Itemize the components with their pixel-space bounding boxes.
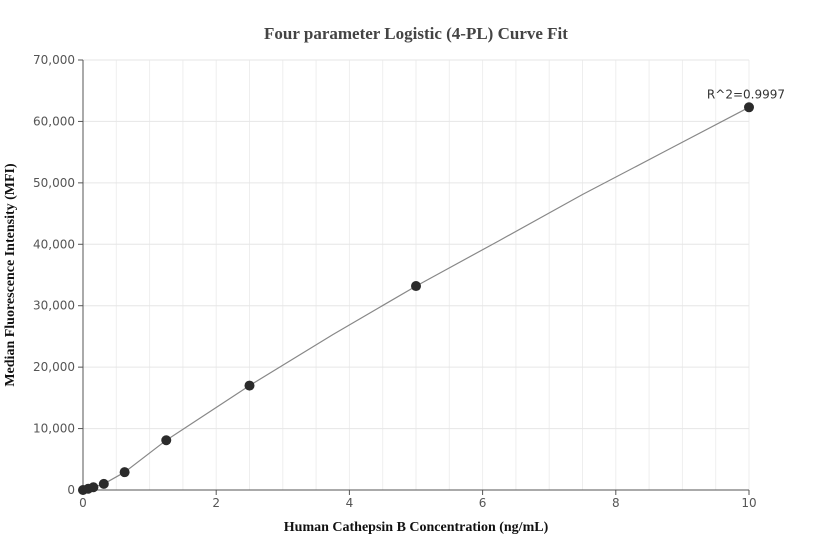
data-point [244, 380, 255, 391]
y-tick-label: 30,000 [33, 299, 75, 313]
chart-title: Four parameter Logistic (4-PL) Curve Fit [264, 24, 568, 43]
x-tick-label: 4 [346, 496, 354, 510]
x-tick-label: 10 [741, 496, 756, 510]
y-tick-label: 70,000 [33, 53, 75, 67]
x-tick-label: 0 [79, 496, 87, 510]
tick-labels: 0 2 4 6 8 10 0 10,000 20,000 30,000 40,000 50,000 60… [33, 53, 757, 510]
y-tick-label: 50,000 [33, 176, 75, 190]
y-tick-label: 0 [67, 483, 75, 497]
r-squared-annotation: R^2=0.9997 [707, 87, 785, 101]
grid-layer [82, 59, 750, 491]
axes-layer [78, 59, 750, 495]
data-point [411, 281, 421, 292]
y-axis-label: Median Fluorescence Intensity (MFI) [3, 163, 18, 387]
data-point [119, 467, 130, 478]
data-point [161, 435, 172, 446]
data-point [88, 482, 99, 493]
y-tick-label: 10,000 [33, 422, 75, 436]
x-tick-label: 2 [212, 496, 220, 510]
y-tick-label: 20,000 [33, 360, 75, 374]
data-point [744, 102, 754, 113]
y-tick-label: 60,000 [33, 114, 75, 128]
y-tick-label: 40,000 [33, 237, 75, 251]
data-point [98, 478, 109, 489]
x-tick-label: 8 [612, 496, 620, 510]
x-tick-label: 6 [479, 496, 487, 510]
x-axis-label: Human Cathepsin B Concentration (ng/mL) [284, 520, 549, 535]
data-points [78, 102, 754, 495]
